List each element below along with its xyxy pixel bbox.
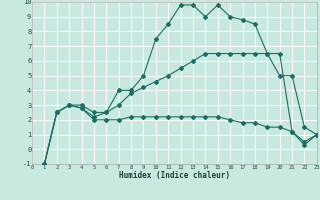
X-axis label: Humidex (Indice chaleur): Humidex (Indice chaleur) (119, 171, 230, 180)
